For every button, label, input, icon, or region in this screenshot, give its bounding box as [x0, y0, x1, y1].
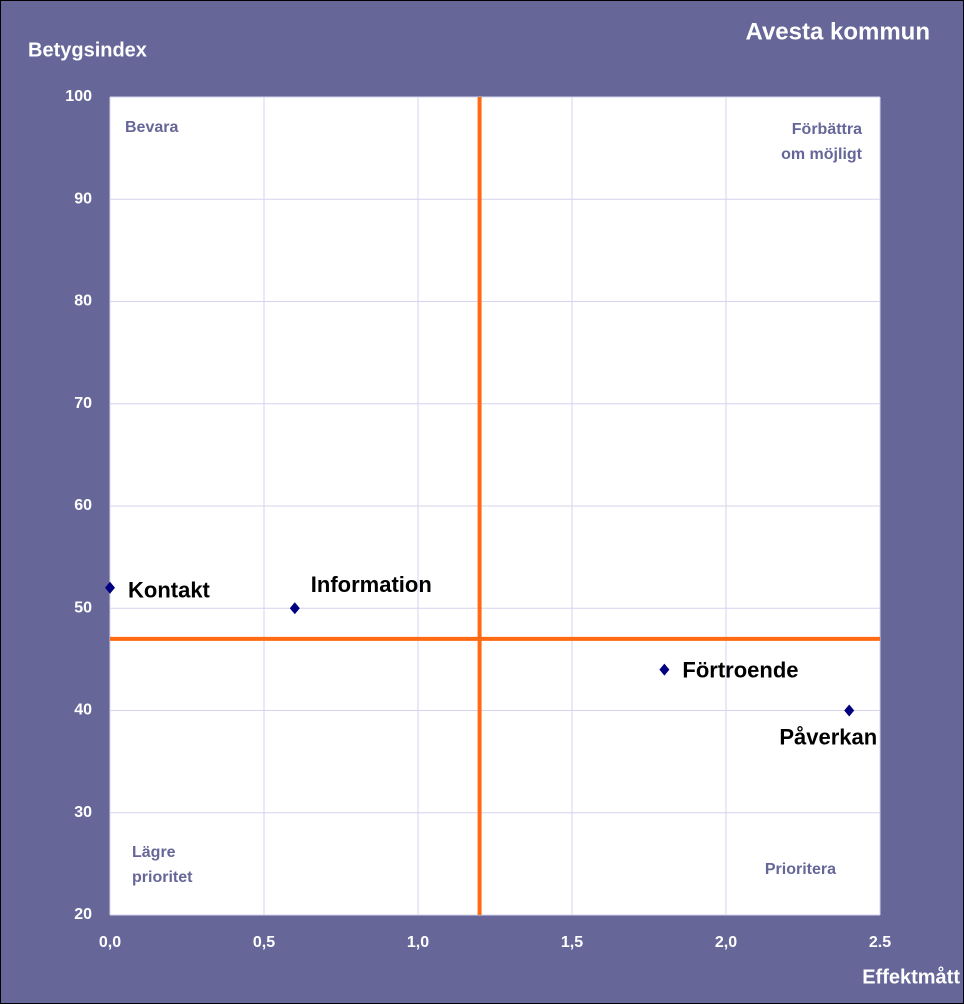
chart-title: Avesta kommun: [746, 18, 931, 45]
point: [844, 704, 855, 717]
y-tick-label: 80: [74, 293, 92, 310]
point-label: Kontakt: [128, 578, 211, 603]
y-tick-label: 20: [74, 906, 92, 923]
quadrant-label: Lägre: [132, 844, 176, 861]
y-tick-label: 70: [74, 395, 92, 412]
x-tick-label: 2.5: [869, 934, 891, 951]
x-tick-label: 0,5: [253, 934, 275, 951]
y-tick-label: 100: [65, 88, 92, 105]
x-tick-label: 2,0: [715, 934, 737, 951]
y-tick-label: 50: [74, 599, 92, 616]
point-label: Påverkan: [779, 724, 877, 749]
point-label: Information: [311, 572, 432, 597]
quadrant-label: prioritet: [132, 869, 193, 886]
y-tick-label: 90: [74, 190, 92, 207]
x-tick-label: 1,0: [407, 934, 429, 951]
point: [659, 663, 670, 676]
y-tick-label: 60: [74, 497, 92, 514]
quadrant-label: Förbättra: [792, 121, 862, 138]
point-label: Förtroende: [682, 657, 798, 682]
y-tick-label: 30: [74, 804, 92, 821]
y-tick-label: 40: [74, 702, 92, 719]
x-tick-label: 0,0: [99, 934, 121, 951]
point: [105, 581, 115, 594]
x-tick-label: 1,5: [561, 934, 583, 951]
point: [289, 602, 300, 615]
quadrant-label: om möjligt: [781, 146, 863, 163]
x-axis-label: Effektmått: [862, 965, 960, 988]
quadrant-label: Bevara: [125, 119, 178, 136]
y-axis-label: Betygsindex: [28, 39, 147, 61]
quadrant-label: Prioritera: [765, 861, 836, 878]
